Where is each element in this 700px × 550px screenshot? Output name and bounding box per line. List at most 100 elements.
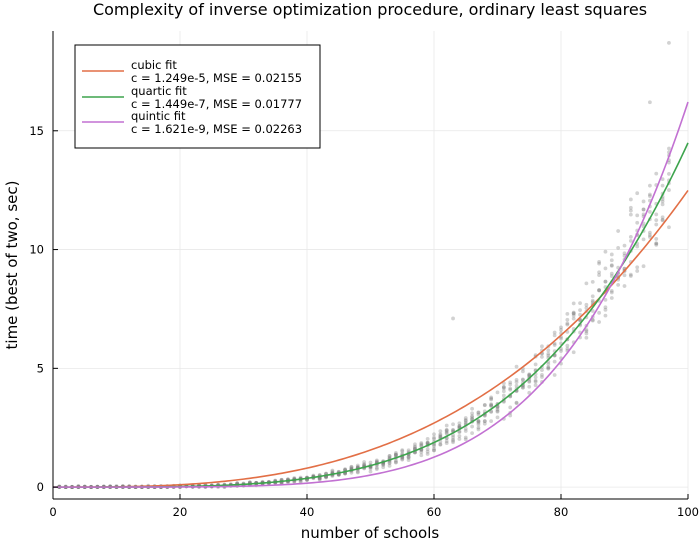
scatter-point bbox=[495, 390, 500, 395]
scatter-point bbox=[648, 183, 652, 188]
scatter-point bbox=[597, 310, 601, 315]
scatter-point bbox=[584, 281, 589, 286]
scatter-point bbox=[482, 403, 487, 408]
scatter-point bbox=[514, 383, 519, 388]
scatter-point bbox=[667, 172, 671, 176]
legend-label-cubic: cubic fit bbox=[131, 58, 177, 72]
scatter-point bbox=[374, 458, 379, 463]
scatter-point bbox=[521, 385, 525, 390]
scatter-point bbox=[527, 384, 532, 389]
y-tick-label: 0 bbox=[37, 480, 44, 494]
legend-detail-cubic: c = 1.249e-5, MSE = 0.02155 bbox=[131, 71, 302, 85]
scatter-point bbox=[514, 400, 519, 405]
scatter-point bbox=[571, 301, 576, 306]
scatter-point bbox=[489, 395, 494, 400]
scatter-point bbox=[648, 100, 652, 105]
scatter-point bbox=[584, 331, 589, 336]
scatter-point bbox=[419, 450, 424, 455]
fit-line-cubic bbox=[53, 189, 689, 488]
scatter-point bbox=[482, 421, 487, 426]
scatter-point bbox=[362, 460, 367, 464]
scatter-point bbox=[552, 343, 557, 347]
scatter-point bbox=[628, 274, 633, 278]
scatter-point bbox=[394, 458, 398, 463]
scatter-point bbox=[648, 192, 652, 197]
scatter-point bbox=[590, 294, 595, 299]
scatter-point bbox=[508, 380, 513, 385]
scatter-point bbox=[622, 251, 627, 256]
scatter-point bbox=[343, 467, 347, 472]
scatter-point bbox=[476, 419, 481, 423]
scatter-point bbox=[654, 237, 659, 241]
scatter-point bbox=[330, 469, 335, 474]
scatter-point bbox=[501, 385, 506, 390]
scatter-point bbox=[317, 476, 322, 481]
scatter-point bbox=[667, 225, 671, 230]
scatter-point bbox=[603, 279, 608, 284]
scatter-point bbox=[521, 377, 525, 382]
scatter-point bbox=[438, 433, 443, 438]
scatter-point bbox=[349, 465, 354, 470]
scatter-point bbox=[635, 213, 640, 218]
scatter-point bbox=[609, 263, 614, 268]
x-tick-label: 60 bbox=[427, 505, 442, 519]
scatter-point bbox=[622, 273, 627, 278]
scatter-point bbox=[387, 460, 392, 465]
scatter-point bbox=[540, 355, 544, 359]
scatter-point bbox=[546, 366, 551, 370]
scatter-point bbox=[546, 351, 551, 356]
scatter-point bbox=[476, 410, 481, 415]
scatter-point bbox=[463, 420, 468, 425]
scatter-point bbox=[508, 387, 513, 392]
legend: cubic fit c = 1.249e-5, MSE = 0.02155 qu… bbox=[74, 44, 321, 149]
scatter-point bbox=[476, 419, 481, 424]
scatter-point bbox=[540, 372, 544, 377]
scatter-point bbox=[425, 436, 430, 441]
scatter-point bbox=[521, 369, 525, 374]
scatter-point bbox=[355, 470, 360, 475]
scatter-point bbox=[470, 411, 474, 416]
scatter-point bbox=[628, 234, 633, 239]
scatter-point bbox=[540, 344, 544, 349]
scatter-point bbox=[559, 328, 563, 332]
scatter-point bbox=[654, 241, 659, 246]
scatter-point bbox=[419, 442, 424, 447]
scatter-point bbox=[444, 439, 449, 444]
scatter-point bbox=[451, 437, 455, 442]
scatter-point bbox=[463, 435, 468, 440]
scatter-point bbox=[660, 218, 665, 223]
scatter-point bbox=[641, 207, 646, 212]
scatter-point bbox=[616, 229, 621, 233]
x-tick-label: 20 bbox=[173, 505, 188, 519]
scatter-point bbox=[457, 423, 462, 428]
scatter-point bbox=[438, 429, 443, 434]
scatter-point bbox=[495, 409, 500, 414]
scatter-point bbox=[609, 290, 614, 295]
scatter-point bbox=[533, 362, 538, 367]
scatter-point bbox=[394, 452, 398, 457]
scatter-point bbox=[419, 441, 424, 445]
scatter-point bbox=[521, 378, 525, 382]
scatter-point bbox=[495, 405, 500, 410]
scatter-point bbox=[400, 449, 405, 454]
scatter-point bbox=[590, 318, 595, 323]
scatter-point bbox=[489, 404, 494, 409]
scatter-point bbox=[425, 449, 430, 454]
scatter-point bbox=[590, 309, 595, 313]
scatter-point bbox=[648, 230, 652, 235]
scatter-point bbox=[432, 437, 436, 441]
scatter-point bbox=[565, 346, 570, 351]
scatter-point bbox=[470, 431, 474, 435]
scatter-point bbox=[641, 264, 646, 269]
scatter-point bbox=[597, 288, 601, 292]
scatter-point bbox=[476, 419, 481, 424]
scatter-point bbox=[438, 434, 443, 439]
scatter-point bbox=[603, 313, 608, 318]
scatter-point bbox=[406, 455, 411, 460]
scatter-point bbox=[457, 421, 462, 426]
scatter-point bbox=[654, 171, 659, 176]
scatter-point bbox=[432, 446, 436, 451]
scatter-point bbox=[451, 440, 455, 445]
scatter-point bbox=[387, 455, 392, 460]
